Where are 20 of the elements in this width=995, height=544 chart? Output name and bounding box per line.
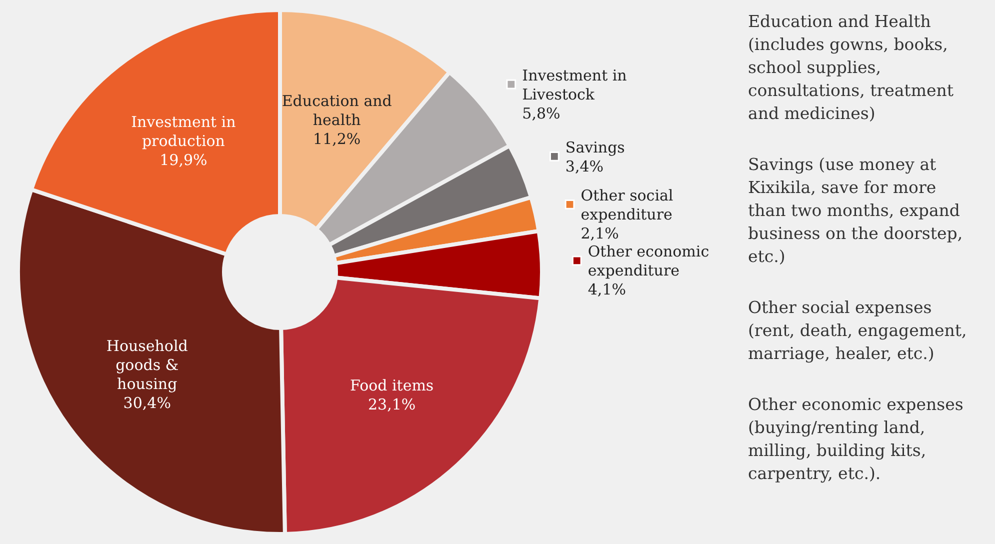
text: Other social expenses (rent, death, engagement, marriage, healer, etc.)	[748, 298, 967, 363]
data-label: 11,2%	[313, 130, 361, 148]
data-label: 3,4%	[565, 157, 604, 176]
text: Other economic expenses (buying/renting land, milling, building kits, carpentry, etc.).	[748, 395, 964, 483]
slice-label: Education and health	[282, 92, 392, 130]
data-label: 23,1%	[368, 395, 416, 414]
data-label: 30,4%	[123, 394, 171, 412]
legend-label: Other economic expenditure	[588, 242, 710, 280]
data-label: 19,9%	[160, 151, 208, 170]
data-label: 2,1%	[580, 224, 619, 242]
slice-label: Investment in production	[131, 113, 236, 150]
text: Savings (use money at Kixikila, save for more than two months, expand business on the doorstep, etc.)	[748, 155, 963, 266]
slice-label: Food items	[350, 376, 434, 394]
legend-label: Other social expenditure	[580, 186, 674, 224]
legend-label: Investment in Livestock	[522, 66, 628, 104]
slice-label: Household goods & housing	[106, 336, 188, 393]
data-label: 5,8%	[522, 104, 560, 122]
text: Education and Health (includes gowns, books, school supplies, consultations, treatment and medicines)	[748, 12, 954, 123]
legend-label: Savings	[565, 138, 625, 156]
data-label: 4,1%	[588, 280, 626, 299]
